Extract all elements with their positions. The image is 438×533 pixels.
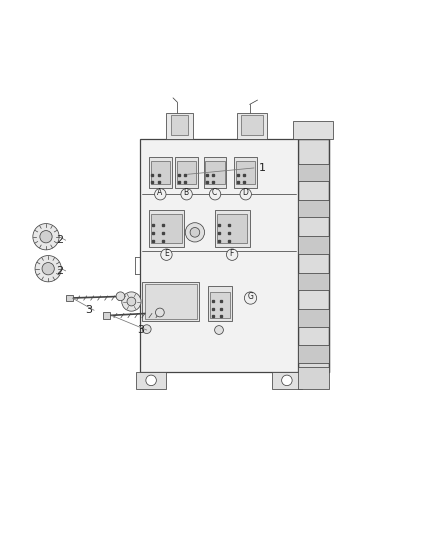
Circle shape <box>185 223 205 242</box>
Bar <box>298 309 328 327</box>
Bar <box>204 157 226 188</box>
Circle shape <box>226 249 238 260</box>
Polygon shape <box>298 140 328 372</box>
Bar <box>234 157 257 188</box>
Text: F: F <box>230 248 234 257</box>
Bar <box>140 140 298 372</box>
Bar <box>177 161 196 184</box>
Bar <box>298 345 328 363</box>
Circle shape <box>122 292 141 311</box>
Circle shape <box>190 228 200 237</box>
Circle shape <box>142 325 151 334</box>
Circle shape <box>161 249 172 260</box>
Bar <box>241 115 263 135</box>
Bar <box>293 121 333 140</box>
Circle shape <box>35 255 61 282</box>
Circle shape <box>244 292 257 304</box>
Bar <box>103 312 110 319</box>
Text: E: E <box>164 248 169 257</box>
Bar <box>298 367 328 389</box>
Circle shape <box>146 375 156 386</box>
Bar <box>145 284 197 319</box>
Bar <box>210 292 230 318</box>
Bar <box>175 157 198 188</box>
Bar <box>298 164 328 181</box>
Bar <box>298 200 328 217</box>
Bar <box>298 273 328 290</box>
Bar <box>142 282 199 321</box>
Text: 2: 2 <box>57 266 64 276</box>
Circle shape <box>155 308 164 317</box>
Bar <box>217 214 247 243</box>
Circle shape <box>127 297 136 306</box>
Text: 2: 2 <box>57 235 64 245</box>
Text: G: G <box>248 292 254 301</box>
Bar <box>171 115 188 135</box>
Bar <box>66 295 73 301</box>
Bar <box>149 157 172 188</box>
Text: A: A <box>157 188 162 197</box>
Bar <box>298 236 328 254</box>
Bar <box>237 113 267 140</box>
Circle shape <box>33 223 59 250</box>
Text: 3: 3 <box>85 305 92 316</box>
Circle shape <box>40 231 52 243</box>
Bar <box>208 286 232 321</box>
Bar <box>215 209 250 247</box>
Text: C: C <box>212 188 217 197</box>
Bar <box>166 113 193 140</box>
Bar <box>151 161 170 184</box>
Text: D: D <box>243 188 248 197</box>
Bar <box>136 372 166 389</box>
Circle shape <box>155 189 166 200</box>
Bar <box>272 372 302 389</box>
Circle shape <box>209 189 221 200</box>
Bar <box>151 214 182 243</box>
Circle shape <box>240 189 251 200</box>
Bar <box>149 209 184 247</box>
Text: B: B <box>184 188 189 197</box>
Circle shape <box>215 326 223 334</box>
Circle shape <box>181 189 192 200</box>
Bar <box>205 161 225 184</box>
Circle shape <box>282 375 292 386</box>
Text: 1: 1 <box>258 163 265 173</box>
Text: 3: 3 <box>138 325 145 335</box>
Circle shape <box>116 292 125 301</box>
Circle shape <box>42 263 54 275</box>
Bar <box>236 161 255 184</box>
